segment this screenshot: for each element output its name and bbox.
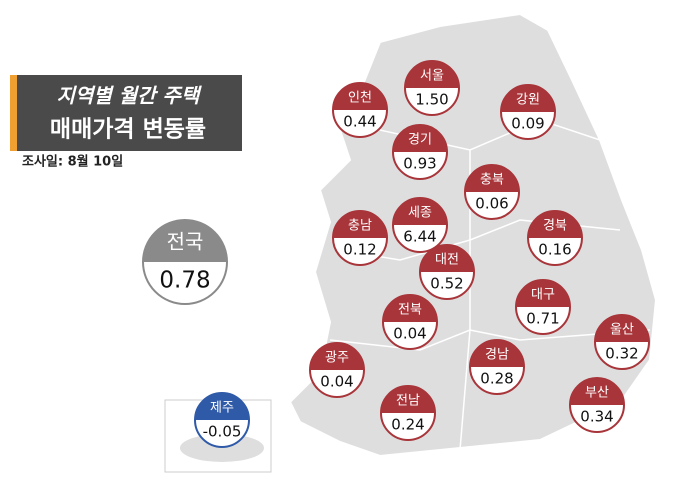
region-value: 0.52 <box>430 275 463 293</box>
region-badge: 세종 6.44 <box>392 197 448 253</box>
region-badge: 충남 0.12 <box>332 210 388 266</box>
badge-top <box>393 125 447 152</box>
region-value: 0.71 <box>526 310 559 328</box>
region-badge: 대전 0.52 <box>419 244 475 300</box>
region-name: 부산 <box>585 385 609 400</box>
region-badge: 부산 0.34 <box>569 377 625 433</box>
region-name: 충북 <box>480 172 504 187</box>
region-badge: 제주 -0.05 <box>194 392 250 448</box>
title-line2: 매매가격 변동률 <box>50 117 206 143</box>
badge-top <box>570 378 624 405</box>
region-value: 0.12 <box>343 241 376 259</box>
region-badge: 광주 0.04 <box>309 342 365 398</box>
region-name: 전북 <box>398 302 422 317</box>
region-badge: 인천 0.44 <box>332 82 388 138</box>
region-badge: 경남 0.28 <box>469 339 525 395</box>
region-value: 0.44 <box>343 113 376 131</box>
badge-top <box>528 211 582 238</box>
badge-top <box>310 343 364 370</box>
region-badge: 전북 0.04 <box>382 294 438 350</box>
region-value: 0.04 <box>393 325 426 343</box>
title-box <box>10 75 242 151</box>
badge-top <box>195 393 249 420</box>
title-stripe <box>10 75 17 151</box>
region-value: 0.04 <box>320 373 353 391</box>
badge-top <box>465 165 519 192</box>
region-badge: 경북 0.16 <box>527 210 583 266</box>
region-badge: 울산 0.32 <box>594 314 650 370</box>
region-badge: 전국 0.78 <box>142 219 228 305</box>
region-name: 전국 <box>167 230 204 254</box>
badge-top <box>501 85 555 112</box>
region-value: 0.78 <box>159 267 210 293</box>
region-name: 광주 <box>325 350 349 365</box>
region-name: 경북 <box>543 218 567 233</box>
region-name: 서울 <box>420 68 444 83</box>
badge-top <box>595 315 649 342</box>
region-name: 제주 <box>210 400 234 415</box>
region-badge: 강원 0.09 <box>500 84 556 140</box>
badge-top <box>333 83 387 110</box>
region-name: 전남 <box>396 393 420 408</box>
badge-top <box>405 61 459 88</box>
region-value: 0.32 <box>605 345 638 363</box>
region-value: 0.34 <box>580 408 613 426</box>
region-badge: 대구 0.71 <box>515 279 571 335</box>
region-value: 1.50 <box>415 91 448 109</box>
region-badge: 충북 0.06 <box>464 164 520 220</box>
region-badge: 서울 1.50 <box>404 60 460 116</box>
badge-top <box>381 386 435 413</box>
region-name: 경기 <box>408 132 432 147</box>
region-name: 충남 <box>348 218 372 233</box>
badge-top <box>470 340 524 367</box>
badge-top <box>420 245 474 272</box>
region-value: -0.05 <box>203 423 242 441</box>
title-line1: 지역별 월간 주택 <box>57 84 202 108</box>
region-value: 0.09 <box>511 115 544 133</box>
region-value: 0.93 <box>403 155 436 173</box>
survey-date: 조사일: 8월 10일 <box>22 154 123 170</box>
badge-top <box>333 211 387 238</box>
region-value: 0.16 <box>538 241 571 259</box>
badge-top <box>516 280 570 307</box>
region-name: 경남 <box>485 347 509 362</box>
region-name: 세종 <box>408 205 432 220</box>
region-value: 0.28 <box>480 370 513 388</box>
region-value: 6.44 <box>403 228 436 246</box>
region-badge: 전남 0.24 <box>380 385 436 441</box>
badge-top <box>143 220 227 262</box>
region-name: 대구 <box>531 287 555 302</box>
region-value: 0.06 <box>475 195 508 213</box>
badge-top <box>383 295 437 322</box>
region-badge: 경기 0.93 <box>392 124 448 180</box>
region-name: 인천 <box>348 90 372 105</box>
badge-top <box>393 198 447 225</box>
region-name: 대전 <box>435 252 459 267</box>
region-name: 강원 <box>516 92 540 107</box>
region-name: 울산 <box>610 322 634 337</box>
region-value: 0.24 <box>391 416 424 434</box>
